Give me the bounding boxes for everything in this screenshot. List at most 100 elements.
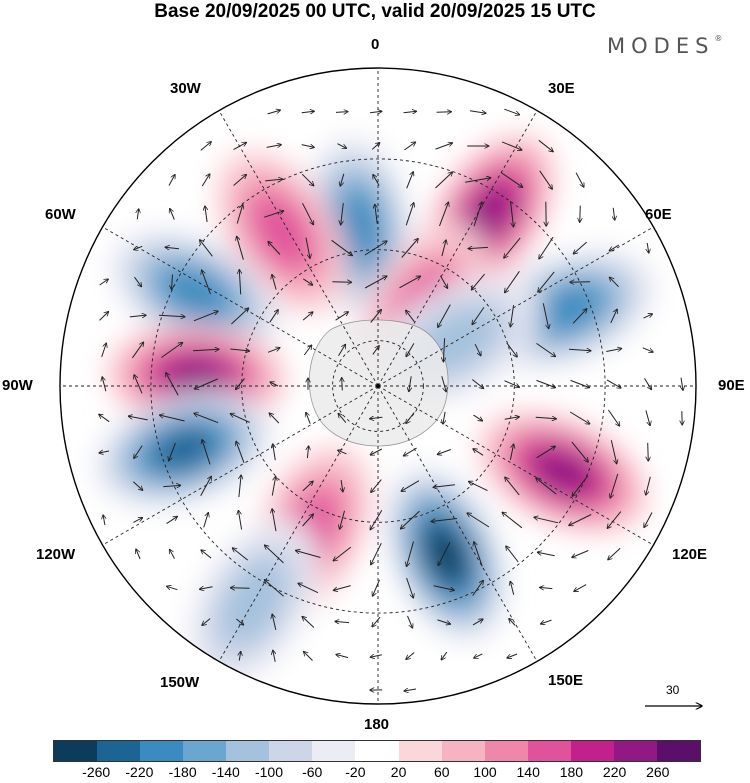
wind-vector [170,549,175,559]
wind-vector [573,241,588,254]
wind-vector [504,237,521,258]
latitude-circle [150,158,606,614]
wind-vector [201,174,210,187]
wind-vector [265,545,284,564]
wind-vector [232,548,249,561]
wind-vector [301,145,315,148]
wind-vector [580,205,581,223]
wind-vector [570,282,591,283]
wind-vector [406,172,414,189]
antarctica-land [308,319,449,447]
lon-label-120e: 120E [672,546,708,563]
colorbar-tick-label: 260 [646,764,670,780]
meridian-line [218,110,379,387]
wind-vector [336,654,349,659]
wind-vector [409,376,411,391]
colorbar-swatch [355,741,399,761]
map-border [59,67,697,705]
wind-vector [340,173,345,186]
wind-vector [239,651,240,661]
wind-vector [264,211,283,218]
wind-vector [205,206,207,223]
wind-vector [439,275,447,289]
negative-anomaly-center [110,230,282,357]
wind-vector [267,348,280,353]
wind-vector [169,442,176,461]
wind-vector [539,170,553,189]
wind-vector [267,110,281,115]
wind-vector [370,111,382,112]
lon-label-30w: 30W [170,80,201,97]
wind-vector [370,448,383,455]
lon-label-60e: 60E [645,206,672,223]
wind-vector [399,276,421,289]
colorbar-swatch [140,741,184,761]
wind-vector [272,275,277,290]
colorbar-swatch [312,741,356,761]
colorbar-labels: -260 -220 -180 -140 -100 -60 -20 20 60 100 140 180 2… [0,764,750,782]
wind-vector [467,513,490,528]
lon-label-180: 180 [364,716,390,733]
wind-vector [335,312,349,321]
lon-label-150e: 150E [548,672,584,689]
wind-vector [534,517,559,524]
wind-vector [333,585,351,591]
wind-vector [371,143,380,150]
wind-vector [200,587,213,590]
colorbar-tick-label: -20 [345,764,366,780]
wind-vector [128,416,148,421]
wind-vector [441,651,448,660]
wind-vector [371,542,382,565]
wind-vector [304,652,313,661]
wind-vector [406,412,415,424]
wind-vector [132,481,142,491]
latitude-circle [241,249,515,523]
lon-label-90w: 90W [2,377,33,394]
wind-vector [613,207,615,220]
wind-vector [504,380,520,388]
wind-vector [167,586,178,591]
wind-vector [433,484,455,488]
colorbar-swatch [398,741,442,761]
wind-vector [404,142,415,151]
wind-vector [137,209,138,220]
wind-vector [202,618,211,626]
meridian-line [102,226,379,387]
wind-vector [510,305,515,327]
wind-vector [401,480,420,492]
wind-vector [435,143,453,150]
wind-vector [298,583,319,594]
wind-vector [340,510,345,529]
negative-anomaly-center [386,466,507,643]
positive-anomaly-center [476,410,650,535]
wind-vector [271,476,275,496]
lon-label-60w: 60W [45,206,76,223]
wind-vector [301,111,315,113]
wind-vector [305,237,310,259]
colorbar-swatch [527,741,571,761]
wind-vector [608,547,621,560]
wind-vector [306,412,311,424]
wind-vector [510,201,514,227]
wind-vector [438,542,451,565]
colorbar-tick-label: 220 [602,764,627,780]
wind-vector [161,343,182,358]
colorbar-swatch [226,741,270,761]
wind-vector [473,449,484,456]
wind-vector [163,485,180,486]
wind-vector [194,413,219,424]
wind-vector [504,417,520,419]
meridian-line [377,385,538,662]
chart-title: Base 20/09/2025 00 UTC, valid 20/09/2025… [154,1,596,22]
wind-vector [333,546,352,561]
wind-vector [99,312,109,321]
wind-vector [266,145,282,148]
wind-vector [230,349,249,351]
wind-vector [302,481,313,492]
wind-vector [465,178,491,183]
wind-vector [129,315,146,317]
wind-vector [474,653,483,658]
wind-vector [236,618,243,625]
wind-vector [236,378,245,390]
wind-vector [540,587,553,588]
